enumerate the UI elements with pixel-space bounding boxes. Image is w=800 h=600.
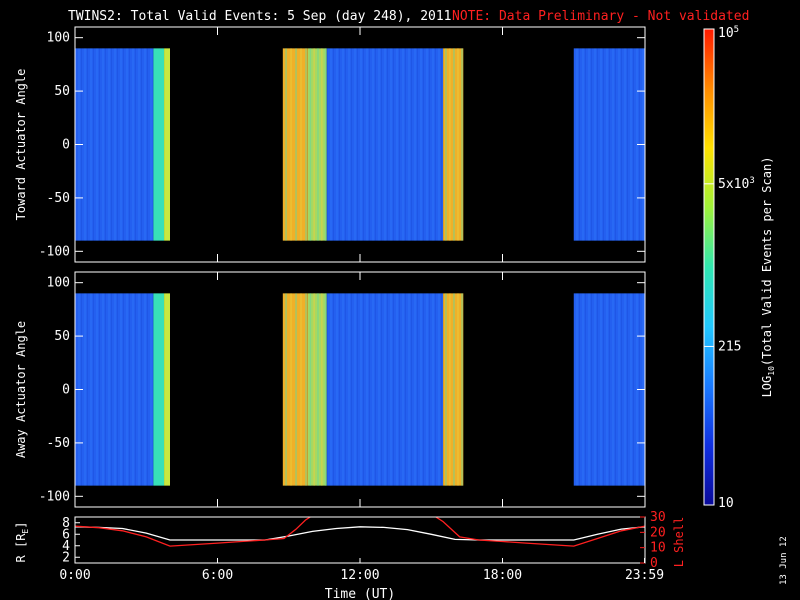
away-texture-6-0 [445,293,447,486]
orbit-ylabel: R [RE] [14,522,30,563]
toward-segment-2 [164,48,170,241]
toward-texture-4-3 [321,48,323,241]
orbit-xtick-label-3: 18:00 [483,568,522,583]
toward-texture-6-1 [449,48,451,241]
toward-texture-4-1 [313,48,315,241]
orbit-y2label: L Shell [672,517,686,568]
colorbar-tick-label-1: 215 [718,339,741,354]
toward-texture-6-0 [445,48,447,241]
away-ylabel: Away Actuator Angle [14,321,28,458]
toward-ytick-label-0: 100 [47,31,70,46]
toward-texture-6-2 [453,48,455,241]
heatmap-panel-away: 100 50 0 -50 -100 Away Actuator Angle [14,271,646,508]
toward-texture-4-2 [317,48,319,241]
toward-ytick-label-2: 0 [62,138,70,153]
orbit-ylabel-close: ] [14,522,28,529]
away-ytick-label-1: 50 [54,329,70,344]
away-texture-4-4 [324,293,327,486]
toward-segment-5 [326,48,444,241]
orbit-y2tick-label-0: 30 [650,510,666,525]
away-segment-1 [153,293,165,486]
away-texture-6-4 [461,293,463,486]
toward-texture-6-3 [457,48,459,241]
away-texture-3-0 [285,293,287,486]
away-texture-4-3 [321,293,323,486]
away-segment-2 [164,293,170,486]
toward-ytick-label-1: 50 [54,84,70,99]
orbit-ylabel-main: R [R [14,533,28,563]
away-texture-3-1 [290,293,292,486]
orbit-xtick-label-1: 6:00 [202,568,233,583]
chart-title: TWINS2: Total Valid Events: 5 Sep (day 2… [68,9,452,24]
toward-ytick-label-4: -100 [39,244,70,259]
away-segment-0 [75,293,154,486]
orbit-xtick-label-0: 0:00 [59,568,90,583]
orbit-ytick-label-3: 2 [62,550,70,565]
colorbar-ramp [704,29,714,505]
colorbar-tick-sup-2: 3 [749,176,754,186]
colorbar-label-sub: 10 [767,366,776,376]
toward-segment-0 [75,48,154,241]
toward-texture-4-0 [309,48,312,241]
colorbar-tick-label-3: 105 [718,25,739,41]
orbit-y2tick-label-3: 0 [650,556,658,571]
orbit-ytick-label-1: 6 [62,527,70,542]
colorbar-tick-base-0: 10 [718,496,734,511]
away-texture-4-0 [309,293,312,486]
colorbar-label-rest: (Total Valid Events per Scan) [760,157,774,367]
colorbar-tick-base-2: 5x10 [718,177,749,192]
toward-texture-3-2 [295,48,297,241]
away-ytick-label-2: 0 [62,383,70,398]
orbit-radius-line [75,526,645,541]
away-segment-5 [326,293,444,486]
away-ytick-label-4: -100 [39,489,70,504]
away-texture-4-2 [317,293,319,486]
away-texture-3-4 [305,293,307,486]
orbit-ytick-label-0: 8 [62,516,70,531]
toward-ylabel: Toward Actuator Angle [14,69,28,221]
colorbar-tick-label-2: 5x103 [718,176,755,192]
away-ytick-label-0: 100 [47,276,70,291]
away-texture-6-1 [449,293,451,486]
toward-segment-7 [573,48,645,241]
orbit-xlabel: Time (UT) [325,587,395,600]
away-segment-7 [573,293,645,486]
preliminary-note: NOTE: Data Preliminary - Not validated [452,9,749,24]
away-texture-4-1 [313,293,315,486]
date-stamp: 13 Jun 12 [779,536,789,585]
toward-texture-3-4 [305,48,307,241]
away-texture-3-2 [295,293,297,486]
l-shell-line [75,517,645,547]
toward-texture-3-3 [300,48,302,241]
orbit-y2tick-label-2: 10 [650,541,666,556]
away-ytick-label-3: -50 [47,436,70,451]
away-texture-6-2 [453,293,455,486]
heatmap-panel-toward: 100 50 0 -50 -100 Toward Actuator Angle [14,26,646,263]
toward-texture-3-0 [285,48,287,241]
toward-texture-4-4 [324,48,327,241]
orbit-ylabel-sub: E [21,529,30,534]
orbit-xtick-label-4: 23:59 [625,568,664,583]
away-texture-3-3 [300,293,302,486]
orbit-xtick-label-2: 12:00 [340,568,379,583]
toward-texture-6-4 [461,48,463,241]
toward-ytick-label-3: -50 [47,191,70,206]
orbit-ytick-label-2: 4 [62,539,70,554]
orbit-y2tick-label-1: 20 [650,525,666,540]
away-texture-6-3 [457,293,459,486]
colorbar-tick-label-0: 10 [718,496,734,511]
toward-texture-3-1 [290,48,292,241]
colorbar-tick-base-3: 10 [718,26,734,41]
toward-segment-1 [153,48,165,241]
colorbar-label: LOG10(Total Valid Events per Scan) [760,157,776,398]
colorbar-tick-sup-3: 5 [734,25,739,35]
colorbar-label-main: LOG [760,376,774,398]
colorbar-tick-base-1: 215 [718,339,741,354]
